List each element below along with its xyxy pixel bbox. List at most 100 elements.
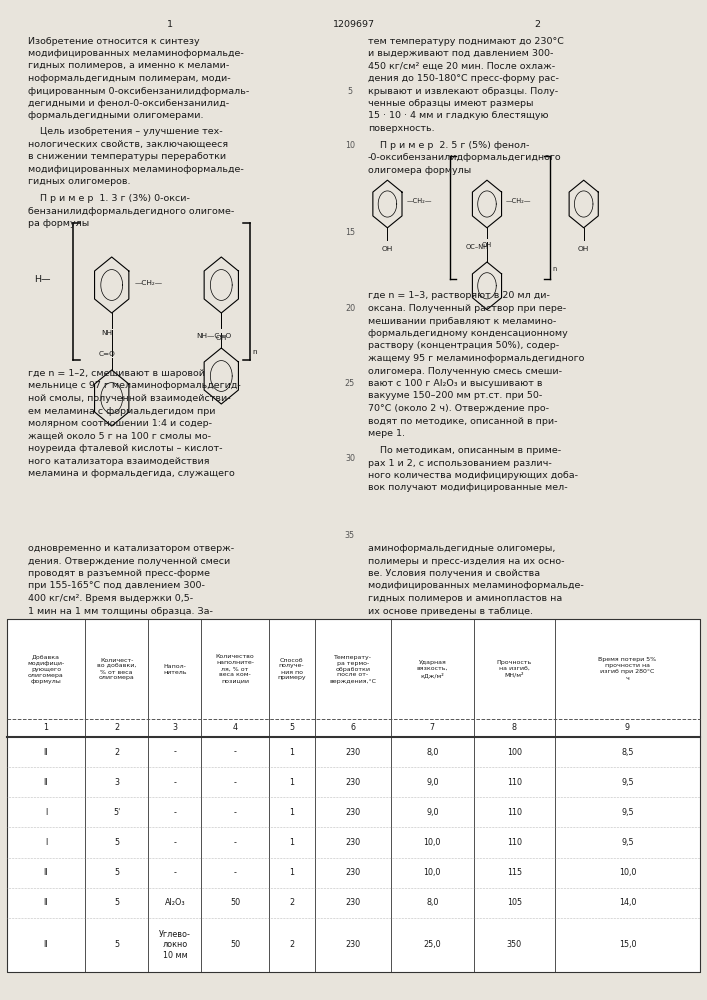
Text: Способ
получе-
ния по
примеру: Способ получе- ния по примеру: [277, 658, 306, 680]
Text: ного катализатора взаимодействия: ного катализатора взаимодействия: [28, 456, 210, 466]
Text: водят по методике, описанной в при-: водят по методике, описанной в при-: [368, 416, 557, 426]
Text: 230: 230: [345, 838, 361, 847]
Text: при 155-165°C под давлением 300-: при 155-165°C под давлением 300-: [28, 582, 205, 590]
Text: вок получают модифицированные мел-: вок получают модифицированные мел-: [368, 484, 567, 492]
Text: 230: 230: [345, 808, 361, 817]
Text: 10,0: 10,0: [619, 868, 636, 877]
Text: 9,5: 9,5: [621, 778, 633, 787]
Text: 1209697: 1209697: [332, 20, 375, 29]
Text: 115: 115: [507, 868, 522, 877]
Text: 8,0: 8,0: [426, 898, 438, 907]
Text: 8: 8: [512, 724, 517, 732]
Text: 1 мин на 1 мм толщины образца. За-: 1 мин на 1 мм толщины образца. За-: [28, 606, 213, 615]
Text: 2: 2: [114, 748, 119, 757]
Text: 1: 1: [43, 724, 49, 732]
Text: олигомера формулы: олигомера формулы: [368, 166, 471, 175]
Text: 1: 1: [167, 20, 173, 29]
Text: жащему 95 г меламиноформальдегидного: жащему 95 г меламиноформальдегидного: [368, 354, 584, 363]
Text: ной смолы, полученной взаимодействи-: ной смолы, полученной взаимодействи-: [28, 394, 231, 403]
Text: Добавка
модифици-
рующего
олигомера
формулы: Добавка модифици- рующего олигомера форм…: [28, 654, 64, 684]
Text: -: -: [173, 748, 177, 757]
Text: -: -: [233, 778, 237, 787]
Text: 9,0: 9,0: [426, 778, 438, 787]
Text: 9: 9: [625, 724, 630, 732]
Text: формальдегидными олигомерами.: формальдегидными олигомерами.: [28, 111, 204, 120]
Text: OC–NH: OC–NH: [466, 244, 489, 250]
Text: ноформальдегидным полимерам, моди-: ноформальдегидным полимерам, моди-: [28, 74, 231, 83]
Text: 350: 350: [507, 940, 522, 949]
Text: 2: 2: [114, 724, 119, 732]
Text: ного количества модифицирующих доба-: ного количества модифицирующих доба-: [368, 471, 578, 480]
Text: 50: 50: [230, 940, 240, 949]
Text: молярном соотношении 1:4 и содер-: молярном соотношении 1:4 и содер-: [28, 419, 212, 428]
Text: По методикам, описанным в приме-: По методикам, описанным в приме-: [368, 446, 561, 455]
Text: -0-оксибензанилидформальдегидного: -0-оксибензанилидформальдегидного: [368, 153, 561, 162]
Text: их основе приведены в таблице.: их основе приведены в таблице.: [368, 606, 532, 615]
Text: -: -: [233, 748, 237, 757]
Text: -: -: [173, 778, 177, 787]
Text: 9,5: 9,5: [621, 838, 633, 847]
Text: II: II: [44, 898, 48, 907]
Text: 1: 1: [289, 868, 294, 877]
Text: в снижении температуры переработки: в снижении температуры переработки: [28, 152, 226, 161]
Text: 110: 110: [507, 838, 522, 847]
Text: 8,5: 8,5: [621, 748, 633, 757]
Text: Температу-
ра термо-
обработки
после от-
верждения,°C: Температу- ра термо- обработки после от-…: [329, 654, 376, 684]
Text: модифицированных меламиноформальде-: модифицированных меламиноформальде-: [28, 49, 244, 58]
Text: 15: 15: [345, 228, 355, 237]
Text: Количест-
во добавки,
% от веса
олигомера: Количест- во добавки, % от веса олигомер…: [97, 658, 136, 680]
Text: полимеры и пресс-изделия на их осно-: полимеры и пресс-изделия на их осно-: [368, 556, 564, 566]
Text: Углево-
локно
10 мм: Углево- локно 10 мм: [159, 930, 191, 960]
Text: 50: 50: [230, 898, 240, 907]
Text: мешивании прибавляют к меламино-: мешивании прибавляют к меламино-: [368, 316, 556, 326]
Text: 1: 1: [289, 838, 294, 847]
Text: рах 1 и 2, с использованием различ-: рах 1 и 2, с использованием различ-: [368, 458, 551, 468]
Text: гидных олигомеров.: гидных олигомеров.: [28, 177, 131, 186]
Text: II: II: [44, 778, 48, 787]
Text: —CH₂—: —CH₂—: [506, 198, 532, 204]
Text: фицированным 0-оксибензанилидформаль-: фицированным 0-оксибензанилидформаль-: [28, 87, 250, 96]
Text: OH: OH: [482, 242, 492, 248]
Text: 110: 110: [507, 778, 522, 787]
Text: —CH₂—: —CH₂—: [135, 280, 163, 286]
Text: 25: 25: [345, 379, 355, 388]
Text: 5: 5: [114, 898, 119, 907]
Text: n: n: [252, 349, 257, 355]
Text: Прочность
на изгиб,
МН/м²: Прочность на изгиб, МН/м²: [497, 660, 532, 678]
Text: вают с 100 г Al₂O₃ и высушивают в: вают с 100 г Al₂O₃ и высушивают в: [368, 379, 542, 388]
Text: 1: 1: [289, 748, 294, 757]
Text: проводят в разъемной пресс-форме: проводят в разъемной пресс-форме: [28, 569, 210, 578]
Text: 400 кг/см². Время выдержки 0,5-: 400 кг/см². Время выдержки 0,5-: [28, 594, 194, 603]
Text: II: II: [44, 748, 48, 757]
Text: модифицированных меламиноформальде-: модифицированных меламиноформальде-: [28, 164, 244, 174]
Text: П р и м е р  2. 5 г (5%) фенол-: П р и м е р 2. 5 г (5%) фенол-: [368, 141, 529, 150]
Text: 5: 5: [289, 724, 294, 732]
Text: Цель изобретения – улучшение тех-: Цель изобретения – улучшение тех-: [28, 127, 223, 136]
Text: поверхность.: поверхность.: [368, 124, 434, 133]
Text: NH—C=O: NH—C=O: [197, 333, 232, 339]
Text: 110: 110: [507, 808, 522, 817]
Text: 10,0: 10,0: [423, 838, 441, 847]
Text: дегидными и фенол-0-оксибензанилид-: дегидными и фенол-0-оксибензанилид-: [28, 99, 229, 108]
Text: мере 1.: мере 1.: [368, 429, 404, 438]
Text: меламина и формальдегида, служащего: меламина и формальдегида, служащего: [28, 469, 235, 478]
Text: 2: 2: [289, 940, 294, 949]
Text: 230: 230: [345, 748, 361, 757]
Text: ве. Условия получения и свойства: ве. Условия получения и свойства: [368, 569, 539, 578]
Text: жащей около 5 г на 100 г смолы мо-: жащей около 5 г на 100 г смолы мо-: [28, 432, 211, 440]
Bar: [7, 619, 700, 972]
Text: П р и м е р  1. 3 г (3%) 0-окси-: П р и м е р 1. 3 г (3%) 0-окси-: [28, 194, 190, 203]
Text: 7: 7: [430, 724, 435, 732]
Text: -: -: [173, 838, 177, 847]
Text: -: -: [173, 868, 177, 877]
Text: 3: 3: [114, 778, 119, 787]
Text: 5': 5': [113, 808, 120, 817]
Text: где n = 1–3, растворяют в 20 мл ди-: где n = 1–3, растворяют в 20 мл ди-: [368, 292, 549, 300]
Text: мельнице с 97 г меламиноформальдегид-: мельнице с 97 г меламиноформальдегид-: [28, 381, 241, 390]
Text: I: I: [45, 808, 47, 817]
Text: OH: OH: [578, 246, 590, 252]
Text: олигомера. Полученную смесь смеши-: олигомера. Полученную смесь смеши-: [368, 366, 561, 375]
Text: -: -: [233, 868, 237, 877]
Text: n: n: [552, 266, 556, 272]
Text: аминоформальдегидные олигомеры,: аминоформальдегидные олигомеры,: [368, 544, 555, 553]
